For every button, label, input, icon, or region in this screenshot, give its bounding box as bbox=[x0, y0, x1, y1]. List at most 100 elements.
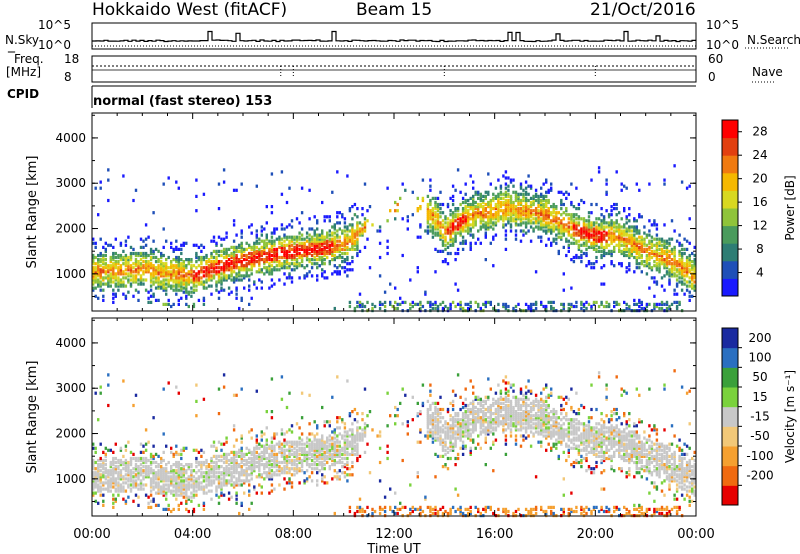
echo-cell bbox=[640, 239, 643, 243]
echo-cell bbox=[560, 219, 563, 223]
echo-cell bbox=[341, 436, 344, 440]
echo-cell bbox=[268, 268, 271, 272]
echo-cell bbox=[112, 272, 115, 276]
echo-cell bbox=[192, 290, 196, 294]
echo-cell bbox=[663, 260, 666, 264]
echo-cell bbox=[225, 458, 228, 463]
echo-cell bbox=[439, 302, 442, 306]
echo-cell bbox=[217, 485, 221, 489]
echo-cell bbox=[454, 237, 457, 241]
echo-cell bbox=[265, 266, 268, 270]
echo-cell bbox=[232, 467, 236, 471]
echo-cell bbox=[487, 223, 490, 227]
echo-cell bbox=[653, 219, 656, 223]
echo-cell bbox=[255, 233, 258, 237]
echo-cell bbox=[270, 239, 274, 243]
echo-cell bbox=[660, 255, 664, 260]
echo-cell bbox=[102, 276, 105, 280]
echo-cell bbox=[582, 225, 586, 229]
echo-cell bbox=[446, 223, 450, 227]
echo-cell bbox=[232, 465, 236, 469]
echo-cell bbox=[290, 243, 294, 247]
echo-cell bbox=[114, 251, 117, 256]
echo-cell bbox=[255, 465, 258, 469]
echo-cell bbox=[441, 202, 445, 207]
echo-cell bbox=[190, 491, 193, 495]
echo-cell bbox=[540, 217, 543, 221]
echo-cell bbox=[522, 192, 525, 196]
echo-cell bbox=[461, 225, 465, 229]
echo-cell bbox=[182, 487, 185, 491]
echo-cell bbox=[273, 231, 276, 235]
echo-cell bbox=[273, 446, 276, 450]
echo-cell bbox=[172, 280, 175, 284]
echo-cell bbox=[514, 190, 518, 194]
echo-cell bbox=[160, 253, 163, 258]
echo-cell bbox=[321, 463, 324, 467]
echo-cell bbox=[605, 251, 608, 256]
echo-cell bbox=[321, 239, 324, 243]
echo-cell bbox=[623, 229, 626, 233]
echo-cell bbox=[426, 211, 430, 215]
echo-cell bbox=[434, 306, 437, 311]
echo-cell bbox=[94, 460, 97, 465]
echo-cell bbox=[321, 200, 324, 205]
echo-cell bbox=[295, 458, 299, 463]
echo-cell bbox=[182, 473, 185, 477]
echo-cell bbox=[605, 233, 608, 237]
echo-cell bbox=[401, 182, 404, 186]
echo-cell bbox=[92, 282, 95, 286]
echo-cell bbox=[333, 245, 336, 249]
echo-cell bbox=[675, 304, 679, 309]
y-tick-label: 3000 bbox=[55, 176, 86, 190]
echo-cell bbox=[338, 452, 341, 456]
echo-cell bbox=[449, 219, 452, 223]
echo-cell bbox=[618, 239, 621, 243]
echo-cell bbox=[298, 241, 301, 245]
echo-cell bbox=[537, 227, 540, 231]
echo-cell bbox=[295, 264, 299, 268]
echo-cell bbox=[288, 235, 291, 239]
echo-cell bbox=[436, 213, 440, 217]
echo-cell bbox=[333, 237, 336, 241]
echo-cell bbox=[582, 304, 586, 309]
echo-cell bbox=[600, 207, 603, 211]
echo-cell bbox=[160, 491, 163, 495]
echo-cell bbox=[162, 477, 165, 481]
echo-cell bbox=[167, 471, 170, 475]
echo-cell bbox=[129, 483, 133, 487]
echo-cell bbox=[401, 217, 404, 221]
echo-cell bbox=[540, 205, 543, 209]
echo-cell bbox=[688, 270, 691, 274]
echo-cell bbox=[688, 260, 691, 264]
echo-cell bbox=[122, 485, 125, 489]
echo-cell bbox=[494, 221, 498, 225]
echo-cell bbox=[346, 251, 349, 256]
echo-cell bbox=[295, 467, 299, 471]
echo-cell bbox=[303, 446, 306, 450]
echo-cell bbox=[467, 306, 470, 311]
echo-cell bbox=[507, 221, 510, 225]
echo-cell bbox=[484, 304, 487, 309]
echo-cell bbox=[464, 219, 467, 223]
echo-cell bbox=[310, 235, 314, 239]
echo-cell bbox=[235, 460, 238, 465]
echo-cell bbox=[300, 255, 304, 260]
echo-cell bbox=[185, 477, 188, 481]
echo-cell bbox=[122, 284, 125, 288]
echo-cell bbox=[461, 196, 465, 200]
echo-cell bbox=[285, 467, 289, 471]
echo-cell bbox=[187, 260, 190, 264]
echo-cell bbox=[295, 262, 299, 266]
echo-cell bbox=[522, 198, 525, 203]
echo-cell bbox=[97, 296, 100, 300]
echo-cell bbox=[288, 264, 291, 268]
echo-cell bbox=[154, 272, 158, 276]
echo-cell bbox=[479, 196, 482, 200]
echo-cell bbox=[494, 233, 498, 237]
echo-cell bbox=[182, 268, 185, 272]
echo-cell bbox=[200, 465, 203, 469]
echo-cell bbox=[479, 202, 482, 207]
echo-cell bbox=[129, 475, 133, 479]
echo-cell bbox=[177, 288, 180, 292]
